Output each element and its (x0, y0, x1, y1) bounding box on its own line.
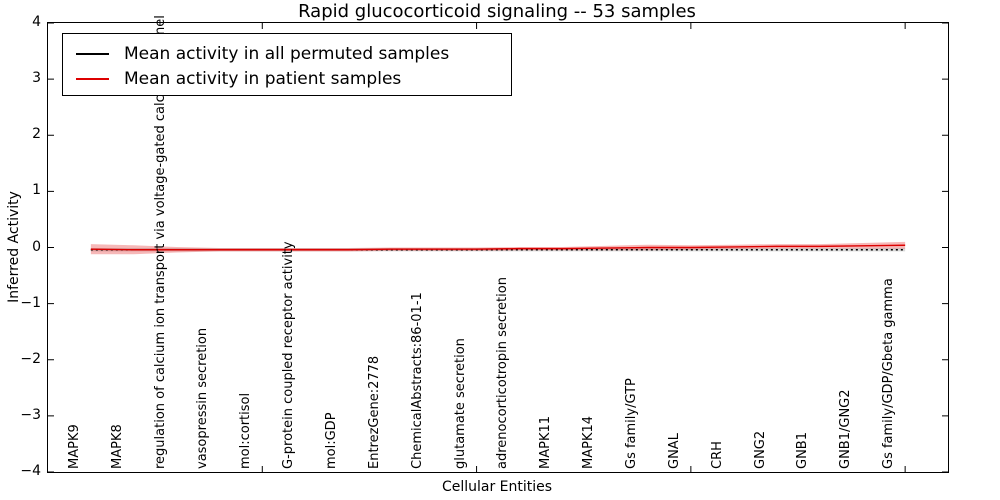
y-tick-label: 3 (32, 70, 41, 87)
legend-line-black-icon (76, 52, 109, 55)
y-tick-label: 2 (32, 126, 41, 143)
confidence-band-0 (90, 248, 906, 252)
y-tick-label: 0 (32, 238, 41, 255)
y-tick-label: −4 (20, 463, 41, 479)
x-axis-label: Cellular Entities (441, 479, 553, 495)
legend-box: Mean activity in all permuted samples Me… (62, 33, 512, 96)
plot-area (47, 22, 949, 473)
y-tick-label: −3 (20, 406, 41, 423)
legend-entry-patient: Mean activity in patient samples (76, 66, 511, 91)
confidence-band-1 (90, 241, 906, 255)
chart-title: Rapid glucocorticoid signaling -- 53 sam… (298, 1, 696, 22)
plot-canvas (48, 23, 948, 472)
legend-entry-permuted: Mean activity in all permuted samples (76, 41, 511, 66)
legend-label: Mean activity in patient samples (124, 68, 402, 89)
y-tick-label: 1 (32, 182, 41, 199)
legend-line-red-icon (76, 77, 109, 80)
y-tick-label: 4 (32, 14, 41, 30)
y-tick-label: −1 (20, 294, 41, 311)
series-line-1 (90, 244, 906, 251)
legend-label: Mean activity in all permuted samples (124, 43, 450, 64)
y-tick-label: −2 (20, 350, 41, 367)
